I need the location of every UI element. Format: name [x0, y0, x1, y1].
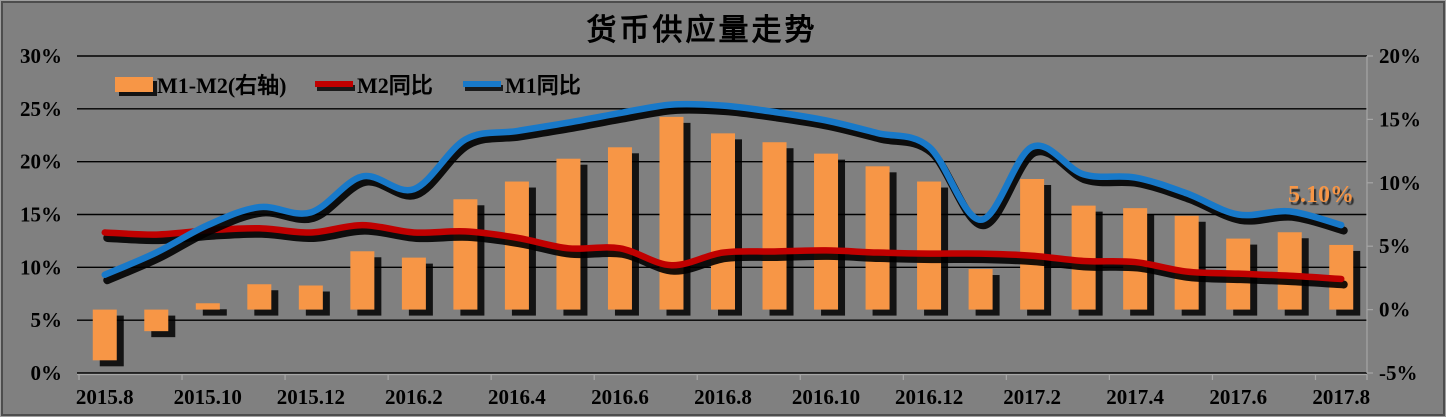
chart-title: 货币供应量走势 [586, 14, 818, 47]
bar-m1-m2 [865, 166, 890, 310]
bar-m1-m2 [92, 309, 117, 361]
y-axis-label-left: 10% [20, 255, 62, 279]
bar-m1-m2 [350, 251, 375, 310]
bar-m1-m2 [711, 133, 735, 310]
m2-line [101, 221, 1345, 283]
legend-item-m1: M1同比 [463, 70, 581, 98]
last-value-label: 5.10% [1288, 182, 1354, 208]
y-axis-label-left: 15% [20, 203, 62, 227]
x-axis-label: 2016.2 [385, 385, 443, 409]
y-axis-label-left: 0% [31, 361, 63, 385]
y-axis-label-left: 30% [20, 44, 62, 68]
bar-m1-m2 [453, 199, 478, 310]
legend-item-m1-m2: M1-M2(右轴) [115, 70, 287, 98]
x-axis-label: 2015.10 [174, 385, 242, 409]
y-axis-label-left: 25% [20, 97, 62, 121]
bar-m1-m2 [762, 142, 787, 310]
bar-shadow [202, 309, 227, 316]
bar-m1-m2 [1174, 215, 1199, 310]
bar-m1-m2 [968, 269, 993, 310]
x-axis-label: 2017.6 [1209, 385, 1267, 409]
y-axis-label-right: 0% [1379, 298, 1411, 322]
bar-m1-m2 [144, 309, 169, 332]
bar-m1-m2 [917, 181, 942, 310]
legend-line-swatch-m1 [463, 81, 501, 87]
bar-m1-m2 [195, 303, 220, 310]
bar-m1-m2 [814, 153, 839, 310]
x-axis-label: 2017.4 [1106, 385, 1164, 409]
x-axis-label: 2016.8 [694, 385, 752, 409]
legend-line-swatch-m2 [315, 81, 353, 87]
x-axis-label: 2017.8 [1312, 385, 1370, 409]
bar-m1-m2 [607, 147, 632, 310]
bar-m1-m2 [1020, 178, 1045, 310]
x-axis-label: 2015.8 [76, 385, 134, 409]
bar-m1-m2 [556, 158, 581, 310]
m1-line [101, 100, 1345, 278]
m2-line-shadow [103, 226, 1348, 289]
bar-m1-m2 [401, 257, 426, 310]
bar-m1-m2 [659, 116, 684, 310]
y-axis-label-right: 20% [1379, 44, 1421, 68]
legend-label: M1同比 [505, 73, 581, 98]
x-axis-label: 2016.10 [792, 385, 860, 409]
x-axis-label: 2016.12 [895, 385, 963, 409]
y-axis-label-right: -5% [1379, 361, 1418, 385]
x-axis-label: 2015.12 [277, 385, 345, 409]
y-axis-label-right: 15% [1379, 107, 1421, 131]
y-axis-label-left: 5% [31, 308, 63, 332]
x-axis-label: 2016.6 [591, 385, 649, 409]
bar-m1-m2 [298, 285, 323, 310]
m1-line-shadow [103, 105, 1348, 285]
bar-m1-m2 [247, 284, 272, 310]
legend-label: M2同比 [357, 73, 433, 98]
legend-bar-swatch [115, 76, 153, 92]
legend-label: M1-M2(右轴) [157, 73, 287, 98]
legend-item-m2: M2同比 [315, 70, 433, 98]
y-axis-label-right: 10% [1379, 171, 1421, 195]
y-axis-label-right: 5% [1379, 234, 1411, 258]
x-axis-label: 2016.4 [488, 385, 546, 409]
x-axis-label: 2017.2 [1003, 385, 1061, 409]
y-axis-label-left: 20% [20, 150, 62, 174]
bar-m1-m2 [1277, 232, 1302, 310]
